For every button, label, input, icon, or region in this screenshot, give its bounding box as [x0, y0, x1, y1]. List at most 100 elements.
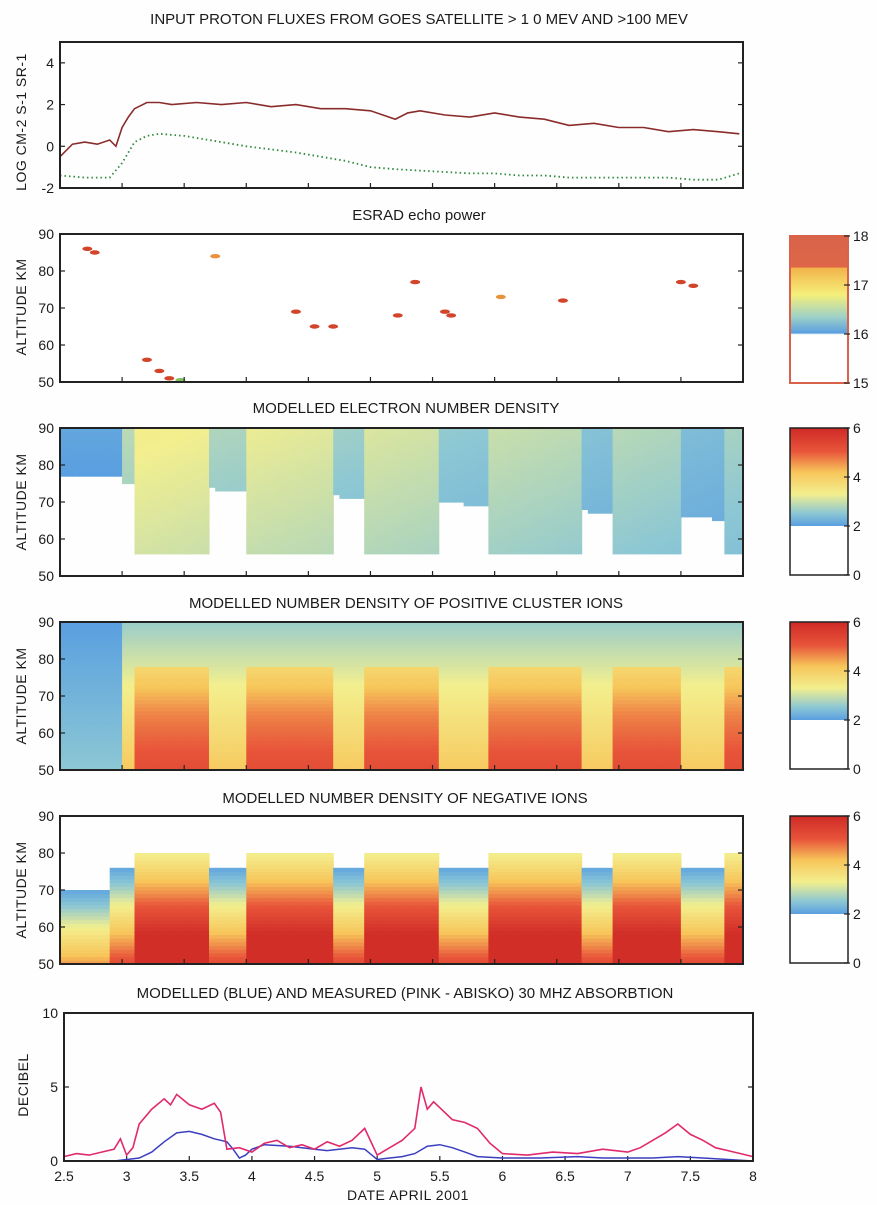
- density-cell: [376, 450, 384, 455]
- density-cell: [196, 703, 204, 708]
- density-cell: [252, 457, 260, 462]
- density-cell: [283, 625, 291, 630]
- density-cell: [159, 513, 167, 518]
- density-cell: [97, 684, 105, 690]
- density-cell: [78, 710, 86, 716]
- density-cell: [246, 479, 254, 485]
- density-cell: [544, 527, 552, 533]
- density-cell: [364, 542, 371, 547]
- density-cell: [308, 428, 316, 433]
- density-cell: [662, 453, 670, 459]
- density-cell: [252, 516, 260, 522]
- density-cell: [184, 681, 191, 686]
- density-cell: [122, 636, 129, 642]
- density-cell: [196, 498, 204, 503]
- density-cell: [575, 490, 583, 496]
- density-cell: [401, 457, 409, 462]
- density-cell: [190, 439, 198, 444]
- density-cell: [140, 736, 148, 741]
- density-cell: [680, 468, 688, 473]
- density-cell: [525, 524, 533, 529]
- density-cell: [587, 446, 595, 451]
- density-cell: [327, 453, 334, 459]
- density-cell: [488, 542, 496, 547]
- density-cell: [525, 472, 533, 477]
- density-cell: [531, 468, 539, 473]
- density-cell: [736, 483, 744, 488]
- density-cell: [66, 703, 73, 708]
- density-cell: [264, 740, 272, 745]
- density-cell: [612, 428, 620, 433]
- density-cell: [246, 755, 254, 760]
- density-cell: [370, 439, 378, 444]
- density-cell: [674, 483, 682, 488]
- density-cell: [420, 457, 427, 462]
- density-cell: [233, 677, 241, 682]
- density-cell: [401, 494, 409, 499]
- density-cell: [209, 666, 216, 671]
- density-cell: [320, 740, 328, 745]
- density-cell: [109, 766, 117, 771]
- density-cell: [712, 483, 719, 488]
- density-cell: [302, 498, 309, 503]
- density-cell: [469, 465, 477, 470]
- y-tick-label: 60: [38, 531, 54, 547]
- density-cell: [637, 468, 645, 473]
- density-cell: [693, 431, 701, 436]
- density-cell: [84, 659, 92, 664]
- density-cell: [612, 502, 620, 507]
- density-cell: [426, 446, 434, 451]
- density-cell: [637, 550, 645, 555]
- density-cell: [519, 535, 527, 540]
- density-cell: [246, 468, 254, 473]
- density-cell: [171, 490, 179, 496]
- density-cell: [538, 505, 545, 510]
- density-cell: [140, 762, 148, 767]
- density-cell: [656, 520, 663, 525]
- density-cell: [358, 435, 365, 440]
- density-cell: [302, 479, 309, 485]
- density-cell: [153, 640, 160, 645]
- density-cell: [246, 633, 254, 638]
- density-cell: [308, 629, 316, 634]
- density-cell: [283, 755, 291, 760]
- density-cell: [78, 472, 86, 477]
- density-cell: [314, 707, 322, 712]
- density-cell: [569, 535, 576, 540]
- density-cell: [159, 483, 167, 488]
- density-cell: [271, 729, 278, 734]
- density-cell: [215, 673, 222, 679]
- y-tick-label: 70: [38, 494, 54, 510]
- density-cell: [109, 625, 117, 630]
- density-cell: [159, 633, 167, 638]
- density-cell: [227, 666, 235, 671]
- echo-point: [328, 324, 339, 329]
- density-cell: [575, 476, 583, 481]
- density-cell: [401, 472, 409, 477]
- density-cell: [302, 666, 309, 671]
- density-cell: [320, 696, 328, 701]
- density-cell: [196, 755, 204, 760]
- density-cell: [209, 721, 216, 727]
- density-cell: [153, 707, 160, 712]
- density-cell: [227, 659, 235, 664]
- density-cell: [308, 550, 316, 555]
- density-cell: [469, 461, 477, 466]
- density-cell: [407, 446, 415, 451]
- density-cell: [488, 442, 496, 448]
- density-cell: [401, 520, 409, 525]
- density-cell: [395, 457, 403, 462]
- density-cell: [72, 659, 80, 664]
- density-cell: [693, 476, 701, 481]
- density-cell: [351, 487, 359, 492]
- density-cell: [531, 542, 539, 547]
- density-cell: [519, 439, 527, 444]
- density-cell: [525, 502, 533, 507]
- density-cell: [302, 431, 309, 436]
- density-cell: [544, 513, 552, 518]
- density-cell: [72, 428, 80, 433]
- density-cell: [271, 651, 278, 656]
- density-cell: [78, 688, 86, 693]
- density-cell: [556, 483, 564, 488]
- density-cell: [531, 483, 539, 488]
